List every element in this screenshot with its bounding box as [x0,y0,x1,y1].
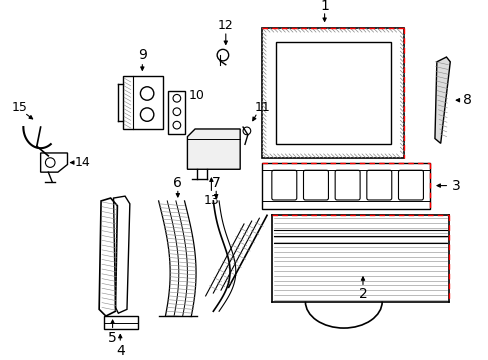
Text: 7: 7 [211,176,220,190]
Text: 15: 15 [12,102,27,114]
Text: 8: 8 [462,93,471,107]
Bar [123,76,163,129]
Polygon shape [187,129,240,169]
FancyBboxPatch shape [271,170,296,200]
Bar [104,316,137,329]
FancyBboxPatch shape [366,170,391,200]
Bar [168,91,185,134]
Text: 12: 12 [218,19,233,32]
Text: 5: 5 [108,331,117,345]
FancyBboxPatch shape [398,170,423,200]
Text: 3: 3 [451,179,460,193]
Bar [262,28,404,158]
Text: 9: 9 [138,48,146,62]
Text: 11: 11 [254,102,269,114]
Bar [262,163,429,208]
Text: 10: 10 [189,89,204,102]
Text: 13: 13 [203,194,219,207]
Text: 14: 14 [75,156,91,169]
Text: 1: 1 [320,0,328,13]
Text: 6: 6 [173,176,182,190]
FancyBboxPatch shape [334,170,359,200]
Text: 2: 2 [358,287,366,301]
FancyBboxPatch shape [303,170,328,200]
Polygon shape [434,57,449,143]
Bar [275,42,390,144]
Text: 4: 4 [116,343,124,357]
